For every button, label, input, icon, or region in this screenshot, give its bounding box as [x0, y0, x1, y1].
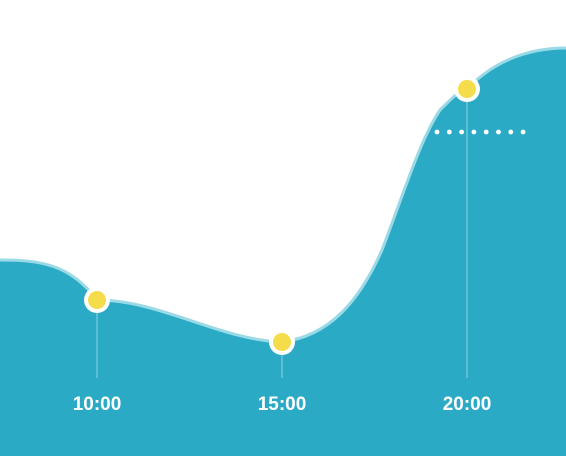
x-tick-label-2000: 20:00	[443, 394, 492, 415]
reference-dot	[459, 129, 464, 135]
data-point-2000[interactable]	[454, 76, 480, 102]
reference-dot	[471, 129, 477, 135]
reference-dot	[446, 129, 452, 135]
area-fill	[0, 48, 566, 456]
reference-dot	[496, 129, 501, 135]
data-point-1500[interactable]	[269, 329, 295, 355]
data-point-dot	[273, 333, 291, 351]
data-point-1000[interactable]	[84, 287, 110, 313]
reference-dot	[434, 129, 440, 135]
data-point-dot	[88, 291, 106, 309]
x-tick-label-1500: 15:00	[258, 394, 307, 415]
reference-dot	[508, 129, 514, 135]
x-tick-label-1000: 10:00	[73, 394, 122, 415]
reference-dot	[520, 129, 526, 135]
x-axis-tick-labels: 10:00 15:00 20:00	[73, 394, 492, 415]
data-markers	[84, 76, 480, 355]
reference-dotted-line	[434, 129, 526, 135]
data-point-dot	[458, 80, 476, 98]
reference-dot	[483, 129, 489, 135]
